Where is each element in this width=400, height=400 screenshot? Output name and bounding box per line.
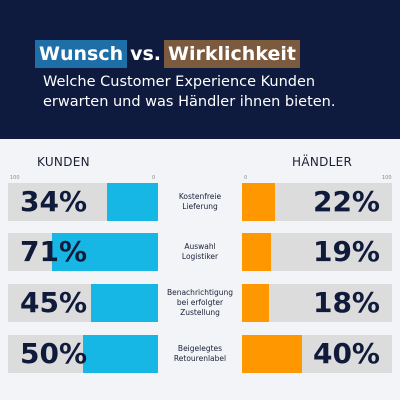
value-label-kunden: 71% [20,235,88,268]
bar-track-kunden: 34% [8,183,158,221]
value-label-kunden: 34% [20,185,88,218]
bar-track-kunden: 71% [8,233,158,271]
bar-kunden [83,335,158,373]
header-banner: Wunsch vs. Wirklichkeit Welche Customer … [0,0,400,139]
bar-kunden [107,183,158,221]
title-wish: Wunsch [35,40,128,68]
column-header-haendler: HÄNDLER [292,155,353,169]
value-label-haendler: 19% [312,235,380,268]
category-label: Benachrichtigung bei erfolgter Zustellung [166,288,234,317]
subtitle-line-2: erwarten und was Händler ihnen bieten. [43,94,336,110]
value-label-kunden: 50% [20,337,88,370]
bar-haendler [242,183,275,221]
tick-left-end: 0 [152,175,156,181]
tick-right-end: 100 [382,175,392,181]
tick-left-start: 100 [10,175,20,181]
value-label-haendler: 18% [312,286,380,319]
chart-row: 34% Kostenfreie Lieferung 22% [0,183,400,233]
bar-haendler [242,233,271,271]
bar-track-haendler: 40% [242,335,392,373]
category-label: Kostenfreie Lieferung [178,192,222,211]
chart-row: 50% Beigelegtes Retourenlabel 40% [0,335,400,385]
chart-row: 45% Benachrichtigung bei erfolgter Zustellu… [0,284,400,334]
category-label: Beigelegtes Retourenlabel [173,344,227,363]
category-label: Auswahl Logistiker [181,242,219,261]
column-header-kunden: KUNDEN [37,155,90,169]
chart-row: 71% Auswahl Logistiker 19% [0,233,400,283]
page-title: Wunsch vs. Wirklichkeit [35,40,300,68]
bar-track-haendler: 22% [242,183,392,221]
value-label-haendler: 40% [312,337,380,370]
bar-track-kunden: 50% [8,335,158,373]
tick-right-start: 0 [244,175,248,181]
subtitle-line-1: Welche Customer Experience Kunden [43,74,316,90]
title-reality: Wirklichkeit [164,40,300,68]
title-vs: vs. [130,43,162,65]
bar-track-kunden: 45% [8,284,158,322]
value-label-haendler: 22% [312,185,380,218]
bar-haendler [242,335,302,373]
value-label-kunden: 45% [20,286,88,319]
subtitle: Welche Customer Experience Kunden erwart… [43,72,383,112]
bar-kunden [90,284,158,322]
bar-kunden [51,233,158,271]
bar-track-haendler: 18% [242,284,392,322]
bar-track-haendler: 19% [242,233,392,271]
bar-haendler [242,284,269,322]
